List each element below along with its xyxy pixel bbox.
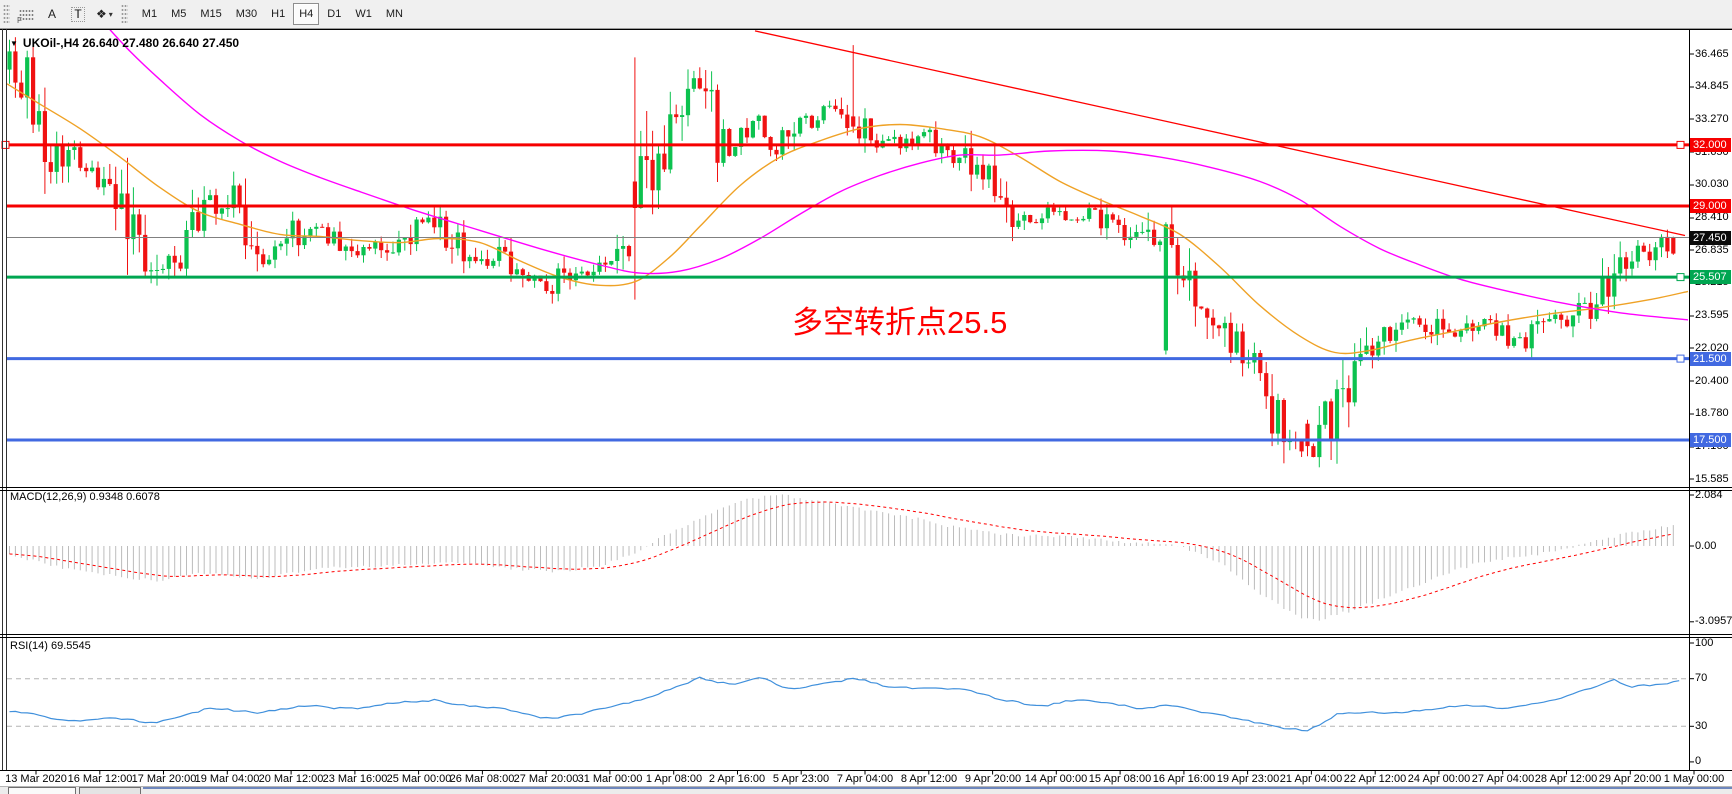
toolbar-grip-2[interactable] xyxy=(120,4,128,24)
macd-panel-label: MACD(12,26,9) 0.9348 0.6078 xyxy=(10,491,160,503)
price-tick-label[interactable]: 30.030 xyxy=(1695,178,1729,190)
time-axis-label[interactable]: 29 Apr 20:00 xyxy=(1598,773,1662,785)
time-axis-label[interactable]: 8 Apr 12:00 xyxy=(900,773,958,785)
time-axis-label[interactable]: 1 May 00:00 xyxy=(1663,773,1725,785)
timeframe-h1-button[interactable]: H1 xyxy=(265,3,291,25)
price-tick-label[interactable]: 34.845 xyxy=(1695,80,1729,92)
time-axis-label[interactable]: 27 Apr 04:00 xyxy=(1471,773,1535,785)
price-tick-label[interactable]: 26.835 xyxy=(1695,244,1729,256)
chart-tab-bar xyxy=(0,786,1732,794)
indicator-grid-button[interactable]: F xyxy=(14,2,38,26)
timeframe-w1-button[interactable]: W1 xyxy=(349,3,378,25)
time-axis-label[interactable]: 25 Mar 00:00 xyxy=(386,773,452,785)
timeframe-d1-button[interactable]: D1 xyxy=(321,3,347,25)
rsi-plot[interactable] xyxy=(7,676,1689,732)
symbol-ohlc-header: ▼ UKOil-,H4 26.640 27.480 26.640 27.450 xyxy=(10,36,239,50)
price-tick-label[interactable]: 18.780 xyxy=(1695,407,1729,419)
cursor-mode-icon: ❖ xyxy=(96,7,107,21)
rsi-scale-label[interactable]: 70 xyxy=(1695,672,1708,684)
chevron-down-icon: ▾ xyxy=(108,9,113,19)
text-tool-icon: T xyxy=(71,6,85,22)
price-line-badge: 32.000 xyxy=(1690,138,1731,152)
chart-tab[interactable] xyxy=(79,787,141,794)
toolbar-grip[interactable] xyxy=(3,4,10,24)
time-axis-label[interactable]: 16 Mar 12:00 xyxy=(67,773,133,785)
price-tick-label[interactable]: 20.400 xyxy=(1695,375,1729,387)
horizontal-lines[interactable] xyxy=(1,140,1689,442)
macd-scale-label[interactable]: 0.00 xyxy=(1695,540,1717,552)
text-tool-button[interactable]: T xyxy=(66,2,90,26)
price-line-badge: 29.000 xyxy=(1690,199,1731,213)
rsi-panel-label: RSI(14) 69.5545 xyxy=(10,640,91,652)
time-axis-label[interactable]: 16 Apr 16:00 xyxy=(1152,773,1216,785)
time-axis-label[interactable]: 13 Mar 2020 xyxy=(5,773,67,785)
time-axis-label[interactable]: 17 Mar 20:00 xyxy=(131,773,197,785)
timeframe-m15-button[interactable]: M15 xyxy=(194,3,227,25)
time-axis-label[interactable]: 14 Apr 00:00 xyxy=(1024,773,1088,785)
timeframe-h4-button[interactable]: H4 xyxy=(293,3,320,25)
time-axis-label[interactable]: 5 Apr 23:00 xyxy=(772,773,830,785)
rsi-scale-label[interactable]: 0 xyxy=(1695,755,1702,767)
time-axis-label[interactable]: 2 Apr 16:00 xyxy=(708,773,766,785)
time-axis-label[interactable]: 19 Mar 04:00 xyxy=(194,773,260,785)
time-axis-label[interactable]: 28 Apr 12:00 xyxy=(1534,773,1598,785)
chart-svg[interactable] xyxy=(0,29,1732,786)
macd-scale-label[interactable]: 2.084 xyxy=(1695,489,1723,501)
time-axis-label[interactable]: 26 Mar 08:00 xyxy=(449,773,515,785)
symbol-ohlc-text: UKOil-,H4 26.640 27.480 26.640 27.450 xyxy=(22,36,240,50)
symbol-dropdown-icon[interactable]: ▼ xyxy=(10,39,18,48)
price-tick-label[interactable]: 15.585 xyxy=(1695,473,1729,485)
price-tick-label[interactable]: 22.020 xyxy=(1695,342,1729,354)
grid-f-subscript: F xyxy=(17,16,22,25)
arrow-label-button[interactable]: A xyxy=(40,2,64,26)
toolbar: F A T ❖ ▾ M1 M5 M15 M30 H1 H4 D1 W1 MN xyxy=(0,0,1732,29)
macd-scale-label[interactable]: -3.0957 xyxy=(1695,615,1732,627)
price-tick-label[interactable]: 33.270 xyxy=(1695,113,1729,125)
time-axis-label[interactable]: 1 Apr 08:00 xyxy=(645,773,703,785)
rsi-scale-label[interactable]: 30 xyxy=(1695,720,1708,732)
time-axis-label[interactable]: 19 Apr 23:00 xyxy=(1216,773,1280,785)
cursor-mode-button[interactable]: ❖ ▾ xyxy=(92,2,117,26)
window-edge xyxy=(143,787,1732,789)
price-line-badge: 27.450 xyxy=(1690,231,1731,245)
timeframe-m30-button[interactable]: M30 xyxy=(230,3,263,25)
chart-annotation-text: 多空转折点25.5 xyxy=(792,305,1008,340)
price-line-badge: 25.507 xyxy=(1690,270,1731,284)
ma-slow-line[interactable] xyxy=(100,29,1689,321)
timeframe-bar: M1 M5 M15 M30 H1 H4 D1 W1 MN xyxy=(135,3,410,25)
price-line-badge: 17.500 xyxy=(1690,433,1731,447)
time-axis-label[interactable]: 21 Apr 04:00 xyxy=(1279,773,1343,785)
indicator-grid-f-icon xyxy=(18,8,34,20)
time-axis-label[interactable]: 22 Apr 12:00 xyxy=(1343,773,1407,785)
time-axis-label[interactable]: 23 Mar 16:00 xyxy=(322,773,388,785)
time-axis-label[interactable]: 9 Apr 20:00 xyxy=(964,773,1022,785)
price-line-badge: 21.500 xyxy=(1690,352,1731,366)
trendline[interactable] xyxy=(754,30,1686,237)
price-tick-label[interactable]: 36.465 xyxy=(1695,48,1729,60)
panel-frame xyxy=(0,29,1732,775)
price-tick-label[interactable]: 23.595 xyxy=(1695,309,1729,321)
chart-tab[interactable] xyxy=(8,787,76,794)
time-axis-label[interactable]: 24 Apr 00:00 xyxy=(1407,773,1471,785)
time-axis-label[interactable]: 15 Apr 08:00 xyxy=(1088,773,1152,785)
time-axis-label[interactable]: 7 Apr 04:00 xyxy=(836,773,894,785)
time-axis-label[interactable]: 20 Mar 12:00 xyxy=(258,773,324,785)
timeframe-mn-button[interactable]: MN xyxy=(380,3,409,25)
chart-area[interactable]: ▼ UKOil-,H4 26.640 27.480 26.640 27.450 多… xyxy=(0,29,1732,786)
candles[interactable] xyxy=(7,29,1689,468)
arrow-label-icon: A xyxy=(47,7,56,21)
macd-plot[interactable] xyxy=(9,494,1674,621)
timeframe-m1-button[interactable]: M1 xyxy=(136,3,163,25)
ma-fast-line[interactable] xyxy=(7,83,1689,355)
timeframe-m5-button[interactable]: M5 xyxy=(165,3,192,25)
price-tick-label[interactable]: 28.410 xyxy=(1695,211,1729,223)
rsi-scale-label[interactable]: 100 xyxy=(1695,637,1714,649)
time-axis-label[interactable]: 27 Mar 20:00 xyxy=(513,773,579,785)
time-axis-label[interactable]: 31 Mar 00:00 xyxy=(577,773,643,785)
